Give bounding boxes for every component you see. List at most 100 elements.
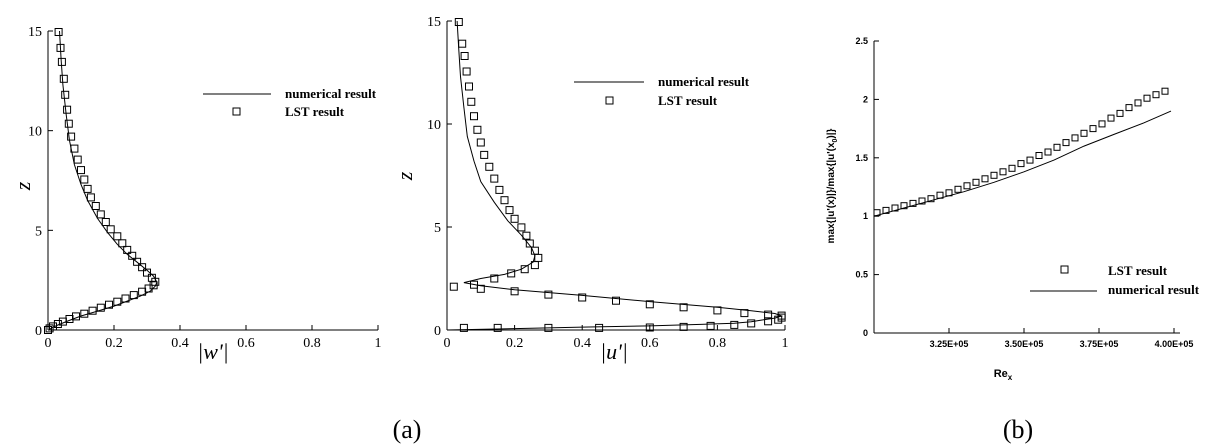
data-point-lst [106,225,115,234]
data-point-lst [143,268,151,277]
data-point-lst [465,82,473,91]
data-point-lst [128,251,137,260]
data-point-lst [64,119,73,128]
data-point-lst [645,300,654,309]
data-point-lst [59,74,68,83]
data-point-lst [49,322,57,331]
data-point-lst [981,175,989,183]
y-tick-label: 1 [863,211,868,221]
legend-label-lst: LST result [285,104,345,119]
data-point-lst [595,323,604,332]
y-tick-label: 0 [434,324,441,339]
data-point-lst [70,144,79,153]
data-point-lst [118,239,127,248]
data-point-lst [679,322,688,331]
x-tick-label: 1 [782,336,789,351]
data-point-lst [900,202,908,210]
y-axis-label-growth: max{|u'(x)|}/max{|u'(x0)|} [826,128,839,243]
data-point-lst [544,290,553,299]
x-axis-label-main: Re [994,368,1008,380]
y-tick-label: 0 [863,328,868,338]
data-point-lst [61,90,70,99]
legend-square-swatch [1060,265,1069,274]
data-point-lst [544,323,553,332]
data-point-lst [105,300,113,309]
data-point-lst [470,112,478,121]
x-axis-label-u: |u'| [600,339,628,364]
data-point-lst [1008,164,1016,172]
data-point-lst [534,253,543,262]
panel-growth: 0 0.5 1 1.5 2 2.5 3.25E+05 3.50E+05 3.75E+05 4.00… [826,36,1200,382]
legend-square-swatch [605,96,614,105]
x-tick-label: 3.50E+05 [1005,339,1044,349]
data-point-lst [520,265,529,274]
data-point-lst [1017,160,1025,168]
data-point-lst [612,296,620,305]
y-tick-label: 2 [863,94,868,104]
data-point-lst [645,323,654,332]
data-point-lst [1080,129,1088,137]
data-point-lst [1062,139,1070,147]
data-point-lst [80,309,89,318]
legend-label-lst: LST result [658,93,718,108]
data-point-lst [56,43,65,52]
data-point-lst [891,204,899,212]
x-tick-label: 0.6 [237,336,255,351]
y-axis-label-main: max{|u'(x)|}/max{|u'(x [826,142,837,243]
data-point-lst [459,323,468,332]
x-axis-label-w: |w'| [197,339,228,364]
data-point-lst [67,132,76,141]
data-point-lst [774,315,783,324]
y-tick-label: 1.5 [855,153,868,163]
x-tick-label: 3.75E+05 [1080,339,1119,349]
data-point-lst [83,184,92,193]
x-tick-label: 0.2 [506,336,524,351]
data-point-lst [1134,99,1142,107]
legend-label-numerical: numerical result [285,86,377,101]
data-point-lst [113,297,122,306]
data-point-lst [1035,152,1043,159]
series-line-numerical [873,110,1172,217]
data-point-lst [147,273,156,282]
data-point-lst [460,52,469,60]
data-point-lst [80,175,89,184]
tick-labels-growth: 0 0.5 1 1.5 2 2.5 3.25E+05 3.50E+05 3.75E+05 4.00… [855,36,1193,349]
data-point-lst [1143,94,1151,102]
data-point-lst [63,105,72,114]
data-point-lst [505,206,514,215]
y-tick-label: 0.5 [855,270,868,280]
data-point-lst [522,231,531,240]
y-tick-label: 0 [35,324,42,339]
data-point-lst [449,282,458,291]
data-point-lst [476,284,485,293]
data-point-lst [129,291,138,300]
data-point-lst [679,303,688,312]
legend-u: numerical result LST result [574,74,750,108]
data-point-lst [73,155,82,164]
data-point-lst [133,257,142,266]
data-point-lst [706,321,715,330]
legend-label-numerical: numerical result [1108,282,1200,297]
data-point-lst [96,303,105,312]
data-point-lst [493,323,502,332]
data-point-lst [77,166,85,175]
x-tick-label: 4.00E+05 [1155,339,1194,349]
x-tick-label: 0.6 [641,336,659,351]
data-point-lst [72,312,80,321]
data-point-lst [918,197,926,205]
data-point-lst [954,185,962,193]
y-axis-label-end: )|} [826,128,837,138]
x-tick-label: 0.2 [105,336,123,351]
y-tick-label: 15 [28,25,42,40]
data-point-lst [1053,143,1061,151]
x-axis-label-growth: Rex [994,368,1013,382]
x-tick-label: 0.8 [303,336,321,351]
data-point-lst [578,293,587,302]
data-marks-w [44,28,160,334]
data-point-lst [476,138,485,147]
legend-growth: LST result numerical result [1030,263,1200,297]
y-axis-label-u: z [392,171,417,181]
data-point-lst [138,263,147,272]
x-tick-label: 0.4 [573,336,591,351]
